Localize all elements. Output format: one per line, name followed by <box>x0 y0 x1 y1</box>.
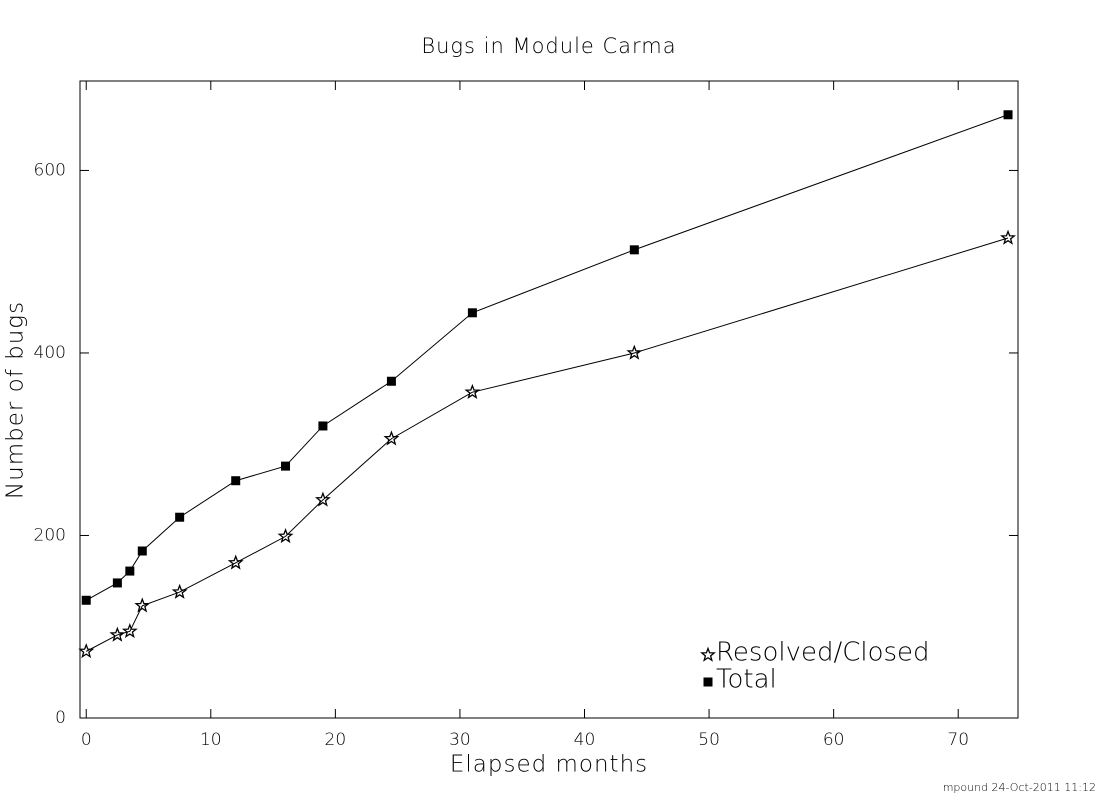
data-point <box>1000 229 1016 245</box>
legend-label: Resolved/Closed <box>716 638 930 668</box>
x-tick-label: 50 <box>698 730 720 750</box>
data-point <box>629 245 639 255</box>
data-point <box>626 344 643 360</box>
data-point <box>175 512 185 522</box>
x-tick-label: 60 <box>823 730 845 750</box>
y-tick-label: 0 <box>55 708 66 728</box>
series-line <box>85 114 1009 601</box>
data-point <box>78 643 95 659</box>
x-tick-label: 30 <box>449 730 471 750</box>
data-point <box>112 578 122 588</box>
y-tick-label: 200 <box>34 525 66 545</box>
x-tick-label: 40 <box>574 730 596 750</box>
data-point <box>467 308 477 318</box>
x-tick-label: 20 <box>325 730 347 750</box>
y-tick-label: 400 <box>34 343 66 363</box>
data-point <box>121 622 138 639</box>
chart-title: Bugs in Module Carma <box>421 34 676 58</box>
data-point <box>281 461 291 471</box>
x-axis-title: Elapsed months <box>450 752 648 778</box>
series-line <box>85 237 1009 652</box>
y-tick-label: 600 <box>34 160 66 180</box>
plot-frame <box>79 80 1019 719</box>
data-point <box>314 491 331 507</box>
data-point <box>277 528 294 544</box>
y-axis-title: Number of bugs <box>3 301 29 499</box>
legend-marker <box>703 677 713 687</box>
x-tick-label: 70 <box>947 730 969 750</box>
data-point <box>171 583 188 599</box>
data-point <box>137 546 147 556</box>
data-point <box>81 595 91 605</box>
data-point <box>125 566 135 576</box>
data-point <box>1003 110 1013 120</box>
x-tick-label: 0 <box>81 730 92 750</box>
data-point <box>227 554 244 570</box>
data-point <box>109 626 126 642</box>
data-point <box>383 430 400 446</box>
data-point <box>318 421 328 431</box>
data-point <box>464 383 481 399</box>
data-point <box>386 376 396 386</box>
x-tick-label: 10 <box>200 730 222 750</box>
data-point <box>134 597 151 613</box>
footer: mpound 24-Oct-2011 11:12 <box>943 781 1096 794</box>
legend-marker <box>700 646 716 662</box>
legend-label: Total <box>716 665 777 695</box>
data-point <box>231 476 241 486</box>
